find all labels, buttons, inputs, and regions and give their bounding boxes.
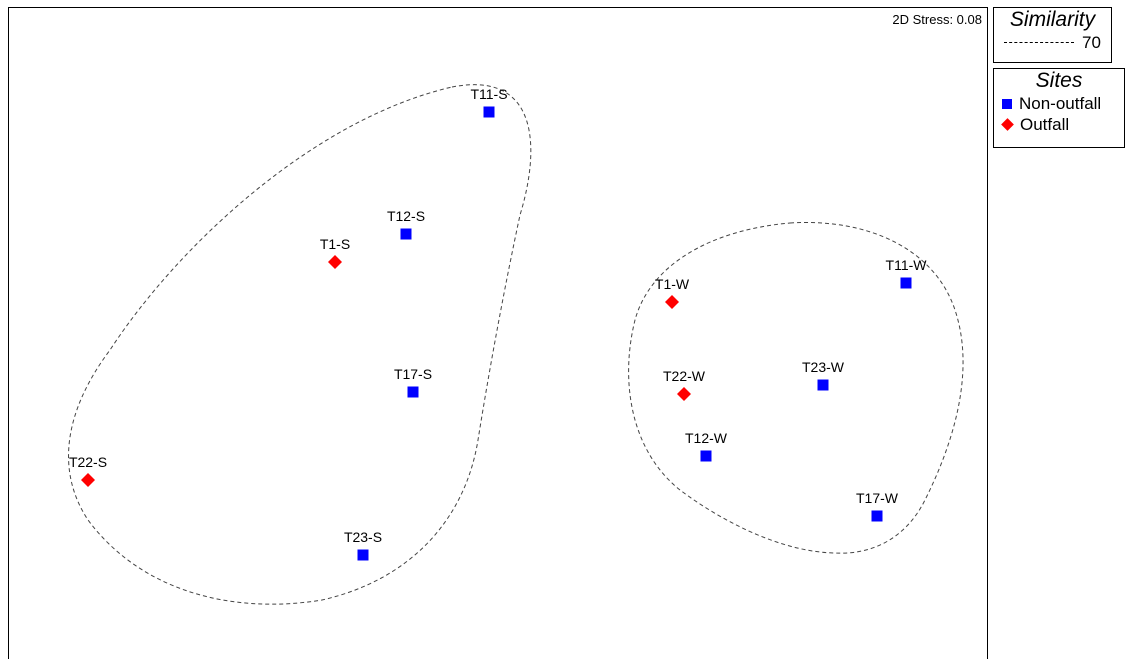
point-label-t12-w: T12-W: [685, 430, 728, 446]
similarity-legend: Similarity 70: [993, 7, 1112, 63]
point-label-t1-w: T1-W: [655, 276, 690, 292]
legend-label-non-outfall: Non-outfall: [1019, 94, 1102, 113]
stress-label: 2D Stress: 0.08: [892, 12, 982, 27]
point-t1-s: [328, 255, 342, 269]
cluster-outline-s: [68, 84, 532, 605]
point-label-t17-s: T17-S: [394, 366, 432, 382]
point-t22-w: [677, 387, 691, 401]
sites-legend-title: Sites: [1035, 69, 1083, 92]
point-label-t23-s: T23-S: [344, 529, 382, 545]
point-label-t22-s: T22-S: [69, 454, 107, 470]
point-label-t23-w: T23-W: [802, 359, 845, 375]
blue-square-icon: [1002, 98, 1012, 109]
point-label-t1-s: T1-S: [320, 236, 350, 252]
point-label-t11-w: T11-W: [886, 257, 928, 273]
point-t12-w: [700, 450, 712, 462]
point-label-t11-s: T11-S: [470, 86, 507, 102]
similarity-legend-row: 70: [994, 32, 1111, 53]
point-t11-w: [900, 277, 912, 289]
sites-legend: Sites Non-outfall Outfall: [993, 68, 1125, 148]
points-layer: T11-S T12-S T1-S T17-S T22-S T23-S T11-W T1-W T2…: [69, 86, 927, 561]
plot-frame: [8, 7, 988, 659]
legend-entry-outfall: Outfall: [994, 114, 1124, 135]
point-label-t22-w: T22-W: [663, 368, 706, 384]
similarity-level: 70: [1082, 33, 1101, 52]
point-t22-s: [81, 473, 95, 487]
point-t11-s: [483, 106, 495, 118]
cluster-outline-w: [628, 221, 964, 554]
point-t12-s: [400, 228, 412, 240]
point-label-t12-s: T12-S: [387, 208, 425, 224]
point-t23-s: [357, 549, 369, 561]
red-diamond-icon: [1001, 118, 1014, 131]
point-t17-w: [871, 510, 883, 522]
legend-entry-non-outfall: Non-outfall: [994, 93, 1124, 114]
point-t17-s: [407, 386, 419, 398]
point-label-t17-w: T17-W: [856, 490, 899, 506]
point-t23-w: [817, 379, 829, 391]
legend-label-outfall: Outfall: [1020, 115, 1070, 134]
dashed-line-swatch: [1004, 42, 1074, 43]
similarity-legend-title: Similarity: [1009, 8, 1096, 31]
point-t1-w: [665, 295, 679, 309]
